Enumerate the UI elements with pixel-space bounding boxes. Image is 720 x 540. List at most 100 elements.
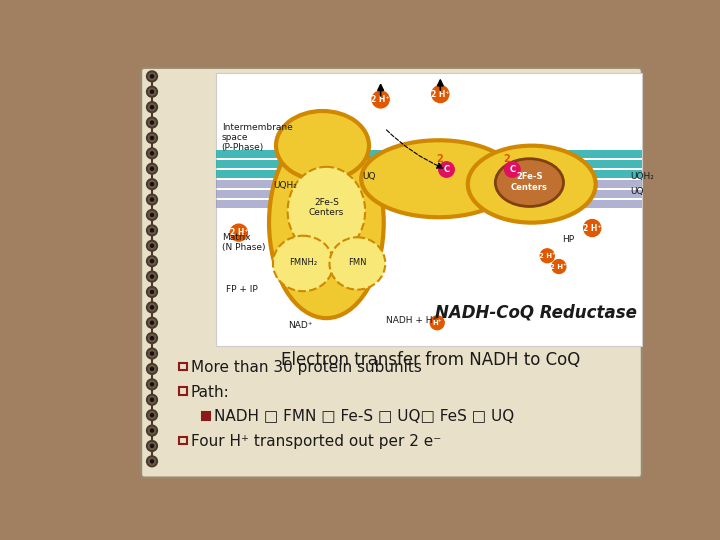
Circle shape — [148, 273, 156, 280]
Circle shape — [150, 90, 153, 93]
Circle shape — [148, 319, 156, 326]
Circle shape — [148, 458, 156, 465]
Bar — [216, 159, 642, 168]
Ellipse shape — [495, 159, 564, 206]
Circle shape — [147, 225, 158, 236]
Circle shape — [540, 249, 554, 262]
Text: 2Fe-S
Centers: 2Fe-S Centers — [309, 198, 344, 217]
Circle shape — [150, 367, 153, 370]
Bar — [216, 190, 642, 198]
Bar — [216, 170, 642, 178]
Circle shape — [431, 316, 444, 330]
Circle shape — [150, 167, 153, 170]
Circle shape — [150, 183, 153, 186]
Circle shape — [147, 179, 158, 190]
Circle shape — [148, 181, 156, 187]
Circle shape — [438, 162, 454, 177]
Bar — [216, 150, 642, 158]
Text: 2Fe-S
Centers: 2Fe-S Centers — [511, 172, 548, 192]
Circle shape — [148, 88, 156, 95]
Ellipse shape — [273, 236, 333, 291]
Circle shape — [148, 150, 156, 157]
Ellipse shape — [361, 140, 516, 217]
Text: 2 H⁺: 2 H⁺ — [230, 228, 248, 237]
Text: 2 H⁺: 2 H⁺ — [551, 264, 567, 269]
Circle shape — [147, 164, 158, 174]
Text: Intermembrane
space
(P-Phase): Intermembrane space (P-Phase) — [222, 123, 292, 152]
Circle shape — [147, 256, 158, 267]
Circle shape — [150, 213, 153, 217]
Circle shape — [148, 258, 156, 265]
Circle shape — [150, 291, 153, 294]
Circle shape — [150, 306, 153, 309]
Circle shape — [150, 444, 153, 448]
Text: Matrix
(N Phase): Matrix (N Phase) — [222, 233, 265, 252]
Circle shape — [148, 411, 156, 418]
Circle shape — [148, 104, 156, 111]
Circle shape — [505, 162, 520, 177]
Circle shape — [147, 456, 158, 467]
Circle shape — [148, 381, 156, 388]
Circle shape — [150, 352, 153, 355]
Text: NADH-CoQ Reductase: NADH-CoQ Reductase — [436, 303, 637, 321]
Text: FMNH₂: FMNH₂ — [289, 258, 318, 267]
Circle shape — [147, 363, 158, 374]
Circle shape — [150, 383, 153, 386]
Circle shape — [148, 350, 156, 357]
Circle shape — [147, 86, 158, 97]
Circle shape — [147, 441, 158, 451]
Text: UQH₂: UQH₂ — [274, 181, 297, 190]
Text: 2 H⁺: 2 H⁺ — [539, 253, 556, 259]
Circle shape — [147, 287, 158, 298]
Circle shape — [147, 394, 158, 405]
Circle shape — [148, 304, 156, 311]
Circle shape — [150, 321, 153, 325]
Text: 2 H⁺: 2 H⁺ — [431, 90, 449, 99]
Bar — [179, 387, 187, 395]
Circle shape — [150, 460, 153, 463]
Text: FP + IP: FP + IP — [225, 285, 257, 294]
Circle shape — [584, 220, 600, 237]
Text: 2: 2 — [503, 154, 510, 164]
Text: UQ: UQ — [630, 187, 644, 196]
Text: UQ: UQ — [362, 172, 376, 181]
Text: 2 H⁺: 2 H⁺ — [372, 95, 390, 104]
Bar — [202, 412, 210, 420]
Circle shape — [147, 318, 158, 328]
Text: Electron transfer from NADH to CoQ: Electron transfer from NADH to CoQ — [282, 351, 580, 369]
Text: H⁺: H⁺ — [433, 320, 442, 326]
Bar — [216, 72, 642, 346]
FancyBboxPatch shape — [141, 68, 642, 477]
Text: More than 30 protein subunits: More than 30 protein subunits — [191, 360, 422, 375]
Circle shape — [150, 275, 153, 278]
Circle shape — [147, 102, 158, 112]
Text: Path:: Path: — [191, 384, 230, 400]
Circle shape — [150, 75, 153, 78]
Circle shape — [148, 212, 156, 218]
Circle shape — [148, 442, 156, 449]
Ellipse shape — [276, 111, 369, 180]
Circle shape — [147, 194, 158, 205]
Circle shape — [148, 427, 156, 434]
Circle shape — [148, 196, 156, 203]
Text: 2 H⁺: 2 H⁺ — [583, 224, 601, 233]
Text: UQH₂: UQH₂ — [630, 172, 654, 181]
Ellipse shape — [468, 146, 595, 222]
Ellipse shape — [269, 127, 384, 318]
Circle shape — [148, 227, 156, 234]
Circle shape — [148, 366, 156, 373]
Bar — [179, 437, 187, 444]
Circle shape — [150, 336, 153, 340]
Circle shape — [148, 119, 156, 126]
Circle shape — [148, 165, 156, 172]
Circle shape — [147, 271, 158, 282]
Circle shape — [147, 132, 158, 143]
Circle shape — [150, 137, 153, 139]
Circle shape — [150, 121, 153, 124]
Text: C: C — [444, 165, 449, 174]
Bar — [216, 179, 642, 188]
Circle shape — [148, 396, 156, 403]
Text: NADH □ FMN □ Fe-S □ UQ□ FeS □ UQ: NADH □ FMN □ Fe-S □ UQ□ FeS □ UQ — [214, 409, 514, 424]
Circle shape — [150, 229, 153, 232]
Circle shape — [148, 73, 156, 80]
